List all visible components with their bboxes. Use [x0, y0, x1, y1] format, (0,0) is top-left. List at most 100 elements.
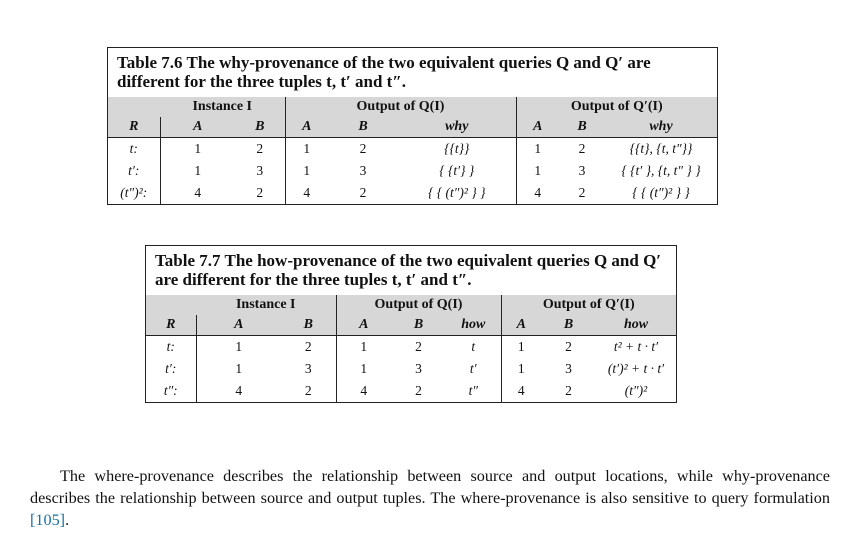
group-header-blank	[108, 97, 160, 117]
table-cell: 4	[235, 383, 243, 398]
table-row: t: 1 2 1 2 {{t}} 1 2 {{t}, {t, t″}}	[108, 137, 717, 160]
column-header-row: R A B A B how A B how	[146, 315, 676, 336]
table-cell: t	[446, 335, 502, 358]
column-header: how	[596, 315, 676, 336]
table-7-7: Table 7.7 The how-provenance of the two e…	[145, 245, 677, 403]
column-header: R	[108, 117, 161, 138]
table-cell: { {t′} }	[398, 160, 517, 182]
row-label: t:	[108, 137, 161, 160]
group-header: Instance I	[160, 97, 286, 117]
caption-number: Table 7.6	[117, 53, 183, 72]
paragraph-text: The where-provenance describes the relat…	[30, 467, 830, 507]
caption-text: The how-provenance of the two equivalent…	[155, 251, 662, 289]
table-cell: 2	[578, 185, 586, 200]
group-header: Output of Q′(I)	[516, 97, 717, 117]
paragraph-end: .	[65, 511, 70, 529]
column-header: B	[235, 117, 286, 138]
column-header: R	[146, 315, 197, 336]
table-cell: { { (t″)² } }	[632, 185, 690, 200]
column-header: A	[285, 117, 328, 138]
table-cell: 4	[360, 383, 368, 398]
table-cell: 4	[194, 185, 202, 200]
table-row: (t″)²: 4 2 4 2 { { (t″)² } } 4 2 { { (t″…	[108, 182, 717, 204]
table-cell: (t″)²	[624, 383, 648, 398]
table-cell: 3	[235, 160, 286, 182]
column-header-row: R A B A B why A B why	[108, 117, 717, 138]
table-cell: 2	[235, 137, 286, 160]
table-cell: {{t}, {t, t″}}	[629, 141, 693, 156]
column-header: B	[541, 315, 596, 336]
table-cell: 2	[578, 141, 586, 156]
table-cell: 2	[235, 182, 286, 204]
column-header: B	[281, 315, 337, 336]
group-header-row: Instance I Output of Q(I) Output of Q′(I…	[108, 97, 717, 117]
row-label: t′:	[146, 358, 197, 380]
table-7-6: Table 7.6 The why-provenance of the two e…	[107, 47, 718, 205]
group-header-row: Instance I Output of Q(I) Output of Q′(I…	[146, 295, 676, 315]
table-row: t″: 4 2 4 2 t″ 4 2 (t″)²	[146, 380, 676, 402]
table-cell: 4	[534, 185, 542, 200]
table-row: t′: 1 3 1 3 t′ 1 3 (t′)² + t · t′	[146, 358, 676, 380]
table-cell: 3	[415, 361, 422, 376]
body-paragraph: The where-provenance describes the relat…	[30, 465, 830, 531]
column-header: A	[516, 117, 559, 138]
table-cell: 1	[303, 163, 311, 178]
table-cell: 1	[303, 141, 311, 156]
table-cell: 1	[360, 361, 368, 376]
table-cell: 1	[360, 339, 368, 354]
table-row: t′: 1 3 1 3 { {t′} } 1 3 { {t′ }, {t, t″…	[108, 160, 717, 182]
table-cell: { { (t″)² } }	[398, 182, 517, 204]
column-header: B	[328, 117, 398, 138]
table-caption: Table 7.6 The why-provenance of the two e…	[108, 48, 717, 97]
table-cell: 1	[534, 163, 542, 178]
table-cell: 2	[281, 335, 337, 358]
column-header: B	[391, 315, 446, 336]
table-cell: 3	[578, 163, 586, 178]
group-header: Output of Q(I)	[336, 295, 502, 315]
table-cell: t′	[446, 358, 502, 380]
table-cell: 1	[517, 339, 525, 354]
table-cell: 3	[359, 163, 367, 178]
column-header: A	[336, 315, 391, 336]
table-cell: 1	[235, 361, 243, 376]
table-cell: 2	[415, 339, 422, 354]
table-cell: (t′)² + t · t′	[607, 361, 665, 376]
table-cell: t² + t · t′	[613, 339, 659, 354]
row-label: t′:	[108, 160, 161, 182]
citation-link[interactable]: [105]	[30, 511, 66, 529]
table-cell: 2	[565, 383, 572, 398]
row-label: t:	[146, 335, 197, 358]
group-header: Instance I	[196, 295, 337, 315]
column-header: B	[559, 117, 605, 138]
caption-text: The why-provenance of the two equivalent…	[117, 53, 651, 91]
table-cell: 4	[303, 185, 311, 200]
column-header: how	[446, 315, 502, 336]
caption-number: Table 7.7	[155, 251, 221, 270]
table-row: t: 1 2 1 2 t 1 2 t² + t · t′	[146, 335, 676, 358]
group-header-blank	[146, 295, 196, 315]
column-header: A	[501, 315, 541, 336]
table-cell: 1	[517, 361, 525, 376]
table-cell: 1	[194, 141, 202, 156]
column-header: A	[160, 117, 235, 138]
table-cell: 3	[281, 358, 337, 380]
table-cell: t″	[446, 380, 502, 402]
table-cell: 2	[415, 383, 422, 398]
table-caption: Table 7.7 The how-provenance of the two e…	[146, 246, 676, 295]
table-cell: 4	[517, 383, 525, 398]
table-cell: 1	[194, 163, 202, 178]
column-header: why	[605, 117, 717, 138]
table-cell: { {t′ }, {t, t″ } }	[621, 163, 701, 178]
table-cell: 1	[534, 141, 542, 156]
column-header: A	[196, 315, 281, 336]
table-cell: 2	[565, 339, 572, 354]
table-cell: 3	[565, 361, 572, 376]
table-cell: 2	[281, 380, 337, 402]
table-cell: 2	[359, 141, 367, 156]
why-provenance-table: Instance I Output of Q(I) Output of Q′(I…	[108, 97, 717, 204]
row-label: t″:	[146, 380, 197, 402]
how-provenance-table: Instance I Output of Q(I) Output of Q′(I…	[146, 295, 676, 402]
column-header: why	[398, 117, 517, 138]
table-cell: {{t}}	[398, 137, 517, 160]
table-cell: 2	[359, 185, 367, 200]
